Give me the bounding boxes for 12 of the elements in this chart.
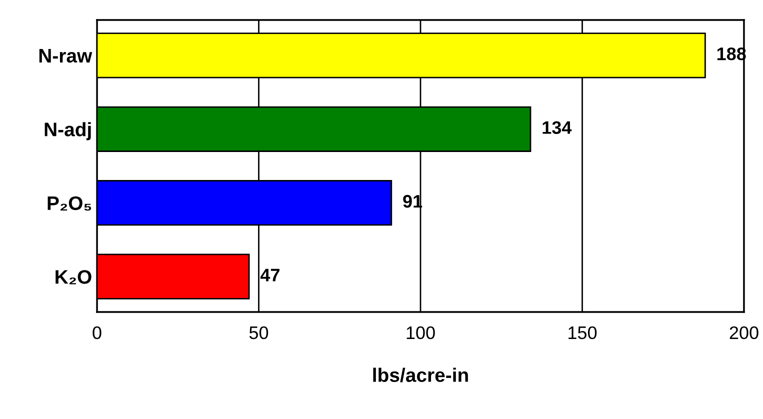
x-tick-label: 50 <box>249 326 268 340</box>
x-tick-label: 100 <box>406 326 435 340</box>
y-tick-label: N-raw <box>39 49 92 63</box>
x-tick-label: 0 <box>92 326 102 340</box>
y-tick-label: N-adj <box>44 122 91 140</box>
x-tick-label: 150 <box>568 326 597 340</box>
y-tick-label: P₂O₅ <box>48 196 92 211</box>
data-label: 47 <box>260 268 280 282</box>
x-tick-label: 200 <box>730 326 758 340</box>
data-label: 134 <box>542 121 572 134</box>
y-tick-label: K₂O <box>56 270 92 284</box>
x-axis-title: lbs/acre-in <box>373 368 468 382</box>
